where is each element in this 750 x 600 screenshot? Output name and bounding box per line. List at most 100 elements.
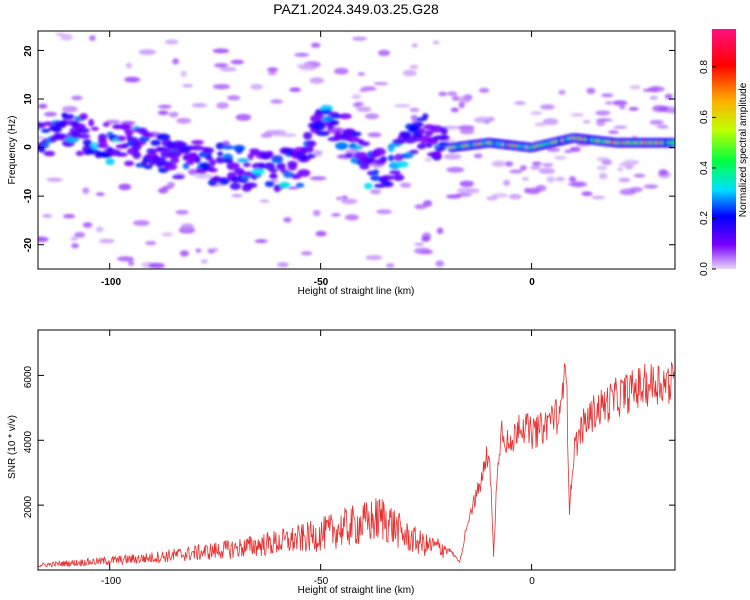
heatmap-cell [58,13,74,17]
heatmap-cell [364,113,380,120]
heatmap-cell [625,166,634,170]
heatmap-cell [231,194,243,198]
heatmap-cell [570,113,584,117]
heatmap-cell [271,156,284,164]
snr-panel: -100 -50 0 2000 4000 6000 Height of stra… [7,329,676,596]
heatmap-cell [161,232,173,237]
heatmap-cell [450,107,459,113]
heatmap-cell [458,101,465,109]
heatmap-cell [231,162,240,169]
heatmap-cell [74,231,86,238]
heatmap-cell [168,111,179,118]
heatmap-cell [341,198,358,205]
heatmap-cell [194,173,213,179]
heatmap-cell [388,147,395,153]
heatmap-cell [435,260,445,268]
spectrogram-xtick-label: 0 [529,277,535,288]
heatmap-cell [379,156,388,163]
heatmap-cell [352,103,361,108]
colorbar-ticks [712,66,716,270]
heatmap-cell [643,184,659,189]
heatmap-cell [380,175,394,181]
heatmap-cell [607,130,619,135]
heatmap-cell [346,136,360,143]
heatmap-cell [383,181,392,186]
heatmap-cell [409,65,419,69]
heatmap-cell [422,113,429,120]
heatmap-cell [89,35,96,41]
spectrogram-xtick-label: -100 [101,277,121,288]
heatmap-cell [483,120,490,124]
heatmap-cell [295,182,305,188]
heatmap-cell [96,226,104,233]
heatmap-cell [177,142,188,147]
heatmap-cell [411,116,419,124]
heatmap-cell [310,42,321,48]
heatmap-cell [312,209,321,217]
heatmap-cell [207,167,218,173]
snr-series-line [38,361,675,568]
heatmap-cell [359,88,367,93]
heatmap-cell [601,159,613,166]
heatmap-cell [309,176,327,181]
heatmap-cell [270,99,283,104]
spectrogram-ytick-label: 20 [23,45,34,57]
heatmap-cell [313,149,323,157]
heatmap-cell [504,161,514,167]
heatmap-cell [376,209,392,215]
heatmap-cell [212,84,231,90]
heatmap-cell [486,196,498,201]
heatmap-cell [649,96,659,100]
heatmap-cell [359,141,370,147]
snr-ytick-label: 6000 [23,365,34,388]
snr-frame [37,329,676,571]
heatmap-cell [569,181,588,188]
heatmap-cell [259,199,270,203]
heatmap-cell [90,142,100,150]
heatmap-cell [331,213,341,217]
heatmap-cell [370,175,382,181]
heatmap-cell [47,20,63,25]
heatmap-cell [420,139,430,145]
heatmap-cell [478,88,490,93]
heatmap-cell [180,223,194,231]
heatmap-cell [363,182,373,190]
heatmap-cell [88,118,95,127]
heatmap-cell [207,248,219,252]
heatmap-cell [389,170,401,175]
heatmap-cell [279,181,291,189]
heatmap-cell [97,138,108,146]
colorbar-tick-label: 0.2 [699,211,710,225]
heatmap-cell [309,77,325,84]
heatmap-cell [523,187,531,194]
heatmap-cell [414,247,432,255]
heatmap-cell [38,103,48,109]
heatmap-cell [294,52,310,57]
heatmap-cell [526,187,541,195]
heatmap-cell [341,195,348,200]
heatmap-cell [367,132,382,138]
heatmap-cell [124,76,141,83]
heatmap-cell [79,113,88,120]
heatmap-cell [365,255,383,261]
heatmap-cell [618,177,631,183]
heatmap-cell [509,169,523,174]
heatmap-cell [619,188,637,196]
heatmap-cell [229,182,241,190]
spectrogram-xtick-label: -50 [314,277,329,288]
spectrogram-frame [37,30,676,270]
heatmap-cell [38,136,45,140]
heatmap-cell [217,179,231,184]
snr-xtick-label: -100 [101,576,121,587]
heatmap-cell [269,172,277,179]
heatmap-cell [306,140,317,147]
heatmap-cell [41,128,50,133]
heatmap-cell [222,157,234,164]
heatmap-cell [423,200,433,207]
heatmap-cell [435,146,446,152]
heatmap-cell [115,152,128,157]
spectrogram-ticks [38,31,675,269]
heatmap-cell [538,167,556,174]
heatmap-cell [60,33,73,41]
